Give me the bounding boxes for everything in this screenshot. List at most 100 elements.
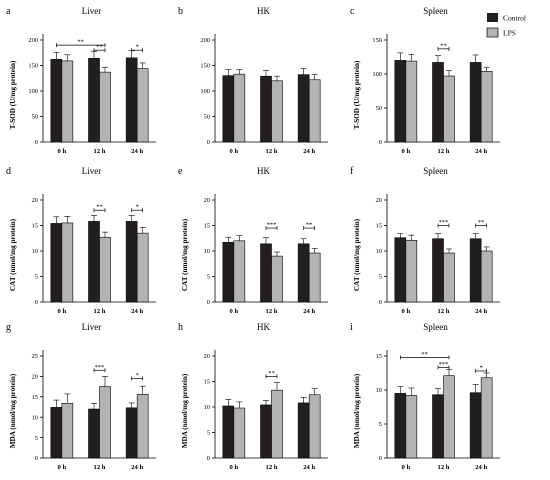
significance-label: **	[440, 42, 447, 49]
x-tick-label: 12 h	[438, 464, 450, 471]
x-tick-label: 12 h	[94, 308, 106, 315]
x-tick-label: 0 h	[230, 148, 239, 155]
y-axis-label: T-SOD (U/mg protein)	[353, 60, 361, 129]
x-tick-label: 24 h	[131, 464, 143, 471]
y-tick-label: 0	[379, 139, 382, 146]
bar-lps-1	[99, 386, 111, 459]
y-axis-label: CAT (nmol/mg protein)	[181, 218, 189, 291]
y-tick-label: 20	[204, 353, 210, 360]
bar-lps-0	[61, 403, 74, 459]
bar-control-0	[222, 405, 235, 459]
bar-lps-1	[99, 71, 111, 143]
y-tick-label: 5	[379, 274, 382, 281]
y-tick-label: 100	[200, 88, 210, 95]
panel-title: HK	[257, 322, 270, 332]
bar-control-0	[50, 407, 63, 459]
panel-letter: e	[178, 166, 183, 177]
y-tick-label: 5	[207, 430, 210, 437]
y-tick-label: 50	[32, 114, 38, 121]
panel-letter: d	[6, 166, 11, 177]
bar-lps-1	[443, 75, 455, 143]
x-tick-label: 0 h	[402, 308, 411, 315]
significance-label: ***	[439, 361, 449, 368]
bar-control-1	[260, 243, 272, 303]
y-axis-label: CAT (nmol/mg protein)	[9, 218, 17, 291]
panel-d: d Liver CAT (nmol/mg protein) 0 5 10 15 20 0 h 12…	[6, 166, 156, 315]
bar-control-1	[88, 408, 100, 459]
y-tick-label: 15	[376, 223, 382, 230]
y-tick-label: 20	[376, 197, 382, 204]
y-tick-label: 0	[35, 139, 38, 146]
x-tick-label: 0 h	[58, 148, 67, 155]
significance-label: *	[136, 44, 139, 51]
bar-lps-0	[61, 222, 74, 303]
bar-lps-0	[61, 60, 74, 143]
significance-label: ***	[439, 219, 449, 226]
bar-lps-1	[271, 80, 283, 143]
y-tick-label: 150	[372, 37, 382, 44]
bar-control-2	[469, 238, 482, 303]
x-tick-label: 0 h	[402, 464, 411, 471]
y-tick-label: 0	[207, 455, 210, 462]
bar-lps-0	[233, 407, 246, 459]
bar-lps-1	[443, 375, 455, 459]
bar-lps-2	[480, 377, 493, 459]
panel-letter: b	[178, 6, 183, 17]
panel-title: HK	[257, 6, 270, 16]
panel-letter: g	[6, 322, 11, 333]
bar-control-2	[297, 243, 310, 303]
bar-control-1	[260, 404, 272, 459]
y-tick-label: 10	[32, 414, 38, 421]
y-tick-label: 25	[32, 353, 38, 360]
bar-lps-0	[233, 73, 246, 143]
significance-label: **	[96, 44, 103, 51]
y-tick-label: 0	[35, 299, 38, 306]
bar-control-0	[222, 75, 235, 143]
y-tick-label: 200	[200, 37, 210, 44]
panel-h: h HK MDA (nmol/mg protein) 0 5 10 15 20 0 h 12 h 2…	[178, 322, 328, 471]
significance-label: **	[77, 39, 84, 46]
panel-g: g Liver MDA (nmol/mg protein) 0 5 10 15 20 25 0 h…	[6, 322, 156, 471]
y-tick-label: 15	[204, 379, 210, 386]
y-tick-label: 20	[32, 374, 38, 381]
x-tick-label: 0 h	[402, 148, 411, 155]
bar-lps-0	[405, 239, 418, 303]
bar-control-1	[88, 221, 100, 303]
x-tick-label: 0 h	[58, 464, 67, 471]
x-tick-label: 12 h	[266, 308, 278, 315]
y-axis-label: MDA (nmol/mg protein)	[353, 373, 361, 448]
y-tick-label: 10	[32, 248, 38, 255]
y-tick-label: 150	[200, 63, 210, 70]
bar-lps-1	[271, 255, 283, 303]
panel-title: Spleen	[423, 166, 448, 176]
bar-lps-1	[443, 252, 455, 303]
y-tick-label: 50	[376, 105, 382, 112]
significance-label: **	[96, 204, 103, 211]
y-tick-label: 10	[376, 248, 382, 255]
bar-control-2	[125, 221, 138, 303]
y-tick-label: 50	[204, 114, 210, 121]
x-tick-label: 12 h	[94, 464, 106, 471]
y-tick-label: 15	[32, 394, 38, 401]
y-tick-label: 5	[35, 274, 38, 281]
bar-control-2	[125, 57, 138, 143]
significance-label: **	[268, 370, 275, 377]
panel-letter: c	[350, 6, 355, 17]
legend-swatch-control	[487, 13, 498, 22]
bar-control-0	[394, 237, 407, 303]
bar-control-1	[432, 394, 444, 459]
bar-control-1	[88, 58, 100, 143]
legend-label-lps: LPS	[503, 29, 516, 38]
y-tick-label: 5	[207, 274, 210, 281]
y-tick-label: 100	[372, 71, 382, 78]
bar-control-0	[50, 59, 63, 143]
y-tick-label: 20	[32, 197, 38, 204]
y-tick-label: 150	[28, 63, 38, 70]
bar-lps-2	[308, 79, 321, 143]
x-tick-label: 24 h	[303, 148, 315, 155]
y-tick-label: 0	[35, 455, 38, 462]
legend-swatch-lps	[486, 27, 499, 38]
y-axis-label: T-SOD (U/mg protein)	[9, 60, 17, 129]
bar-lps-2	[480, 250, 493, 303]
significance-label: **	[306, 222, 313, 229]
